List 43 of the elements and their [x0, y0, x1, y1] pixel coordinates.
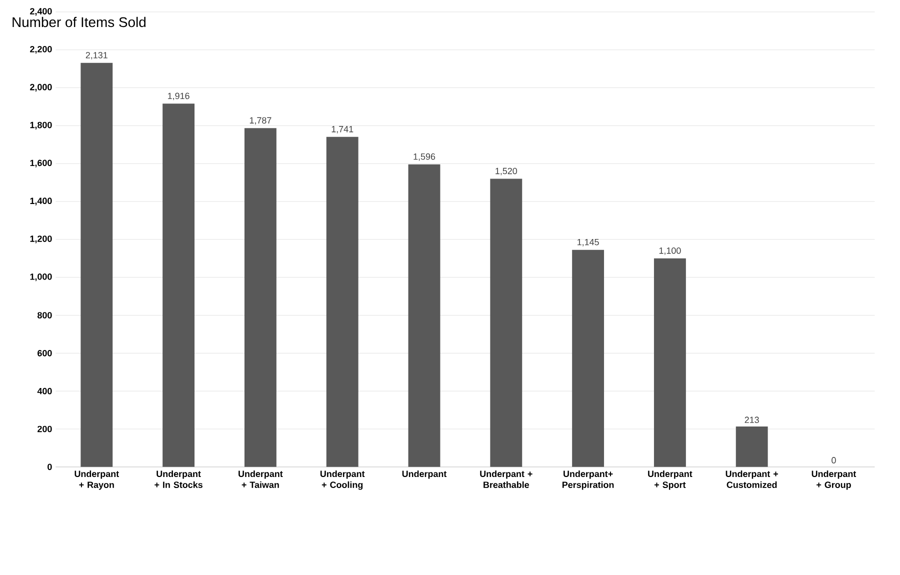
bar	[736, 426, 768, 467]
y-tick-label: 200	[38, 426, 52, 432]
x-tick-label: Underpant	[402, 470, 447, 479]
y-tick-label: 1,000	[30, 274, 52, 282]
data-label: 1,520	[496, 168, 518, 176]
bar	[490, 178, 522, 467]
y-tick-label: 1,600	[30, 160, 52, 168]
data-label: 1,787	[250, 117, 272, 125]
y-tick-label: 2,000	[30, 84, 52, 92]
data-label: 1,100	[659, 247, 681, 255]
bar	[326, 136, 358, 467]
x-tick-label: Underpant + Taiwan	[238, 470, 283, 488]
bar	[244, 128, 276, 467]
chart-title: Number of Items Sold	[12, 16, 146, 28]
y-tick-label: 1,200	[30, 236, 52, 244]
x-tick-label: Underpant+ Perspiration	[562, 470, 614, 490]
x-tick-label: Underpant + Rayon	[74, 470, 119, 490]
x-tick-label: Underpant + Group	[812, 470, 856, 490]
data-label: 2,131	[86, 52, 108, 60]
y-tick-label: 0	[48, 464, 52, 470]
bar	[408, 164, 440, 467]
data-label: 213	[744, 416, 759, 424]
data-label: 1,145	[578, 239, 599, 246]
y-tick-label: 2,200	[30, 46, 52, 54]
x-tick-label: Underpant + Cooling	[320, 470, 365, 490]
bar	[654, 258, 686, 467]
bar	[162, 104, 195, 467]
x-tick-label: Underpant + Sport	[648, 470, 692, 490]
y-tick-label: 1,400	[30, 198, 52, 206]
data-label: 1,596	[414, 153, 436, 161]
bar	[80, 62, 113, 467]
y-tick-label: 1,800	[30, 122, 52, 130]
y-tick-label: 400	[37, 388, 52, 394]
x-tick-label: Underpant + Breathable	[480, 470, 532, 488]
y-tick-label: 600	[38, 350, 52, 356]
x-tick-label: Underpant + In Stocks	[154, 470, 202, 488]
x-tick-label: Underpant + Customized	[726, 470, 778, 488]
bar	[572, 250, 604, 467]
data-label: 1,916	[168, 92, 190, 100]
y-tick-label: 800	[38, 312, 52, 318]
data-label: 0	[832, 457, 836, 464]
y-tick-label: 2,400	[30, 8, 52, 16]
data-label: 1,741	[332, 126, 354, 134]
